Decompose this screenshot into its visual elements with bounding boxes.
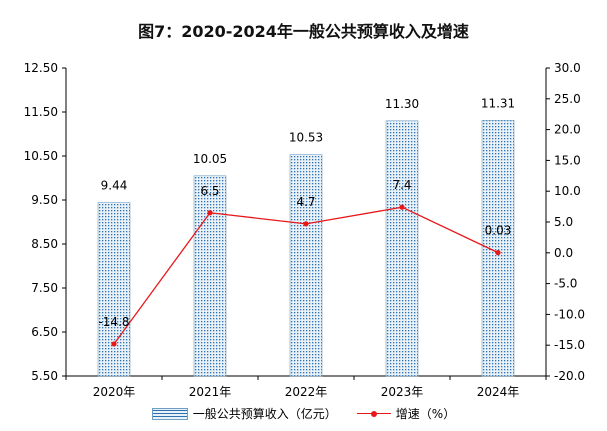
growth-point [399,204,405,210]
bar [97,202,131,377]
bar-value-label: 9.44 [101,179,128,193]
growth-value-label: 0.03 [485,224,512,238]
left-axis-tick-label: 6.50 [31,325,58,339]
growth-point [303,221,309,227]
bar [289,154,323,377]
right-axis-tick-label: -10.0 [554,307,585,321]
right-axis-tick-label: -15.0 [554,338,585,352]
legend-item-revenue: 一般公共预算收入（亿元） [151,405,337,422]
right-axis-tick-label: 0.0 [554,246,573,260]
legend-item-growth: 增速（%） [356,405,456,422]
growth-value-label: 7.4 [392,178,411,192]
bar [193,175,227,377]
left-axis-tick-label: 10.50 [24,149,58,163]
right-axis-tick-label: -5.0 [554,277,577,291]
x-axis-tick-label: 2023年 [381,385,424,399]
x-axis-tick-label: 2021年 [189,385,232,399]
bar [385,120,419,377]
bar-value-label: 11.31 [481,96,515,110]
bar-value-label: 11.30 [385,97,419,111]
growth-value-label: -14.8 [98,315,129,329]
growth-point [495,250,501,256]
legend-label-revenue: 一般公共预算收入（亿元） [192,407,337,421]
bar-value-label: 10.05 [193,152,227,166]
right-axis-tick-label: -20.0 [554,369,585,383]
growth-value-label: 6.5 [200,184,219,198]
right-axis-tick-label: 5.0 [554,215,573,229]
bar-value-label: 10.53 [289,131,323,145]
left-axis-tick-label: 7.50 [31,281,58,295]
left-axis-tick-label: 9.50 [31,193,58,207]
growth-point [111,341,117,347]
legend-label-growth: 增速（%） [395,407,456,421]
x-axis-tick-label: 2024年 [477,385,520,399]
chart-legend: 一般公共预算收入（亿元） 增速（%） [0,405,607,422]
right-axis-tick-label: 25.0 [554,92,581,106]
growth-point [207,210,213,216]
x-axis-tick-label: 2022年 [285,385,328,399]
chart-title: 图7：2020-2024年一般公共预算收入及增速 [138,22,469,41]
bar [481,120,515,377]
x-axis-tick-label: 2020年 [93,385,136,399]
legend-line-swatch [356,409,391,419]
legend-bar-swatch [151,407,188,420]
left-axis-tick-label: 5.50 [31,369,58,383]
right-axis-tick-label: 15.0 [554,153,581,167]
right-axis-tick-label: 30.0 [554,61,581,75]
growth-value-label: 4.7 [296,195,315,209]
right-axis-tick-label: 10.0 [554,184,581,198]
left-axis-tick-label: 8.50 [31,237,58,251]
left-axis-tick-label: 11.50 [24,105,58,119]
left-axis-tick-label: 12.50 [24,61,58,75]
right-axis-tick-label: 20.0 [554,123,581,137]
